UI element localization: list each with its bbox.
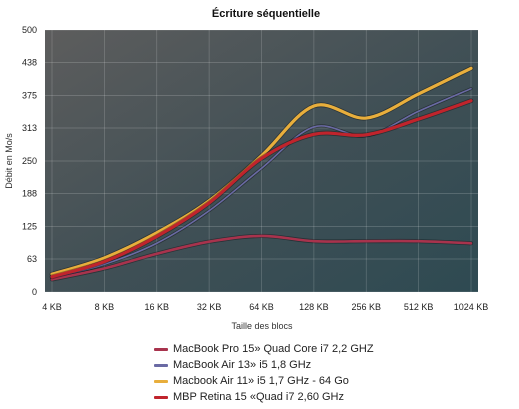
series-line — [51, 87, 472, 279]
legend-item: MBP Retina 15 «Quad i7 2,60 GHz — [154, 389, 374, 405]
legend-label: MBP Retina 15 «Quad i7 2,60 GHz — [173, 391, 345, 403]
x-tick-label: 32 KB — [197, 302, 222, 312]
x-tick-label: 16 KB — [144, 302, 169, 312]
series-lines — [49, 65, 474, 282]
legend-label: Macbook Air 11» i5 1,7 GHz - 64 Go — [173, 375, 349, 387]
legend-swatch — [154, 347, 168, 351]
y-tick-label: 188 — [22, 188, 37, 198]
y-tick-label: 500 — [22, 25, 37, 35]
chart-title: Écriture séquentielle — [212, 7, 320, 20]
x-tick-label: 4 KB — [42, 302, 62, 312]
x-tick-label: 8 KB — [95, 302, 115, 312]
legend: MacBook Pro 15» Quad Core i7 2,2 GHZ MacB… — [154, 341, 374, 405]
y-tick-label: 125 — [22, 222, 37, 232]
y-tick-label: 375 — [22, 91, 37, 101]
line-chart: Écriture séquentielle 0 63 125 188 250 313 375… — [4, 7, 488, 331]
y-tick-label: 438 — [22, 57, 37, 67]
legend-label: MacBook Air 13» i5 1,8 GHz — [173, 359, 312, 371]
x-axis-label: Taille des blocs — [231, 321, 293, 331]
legend-item: Macbook Air 11» i5 1,7 GHz - 64 Go — [154, 373, 374, 389]
y-tick-label: 63 — [27, 254, 37, 264]
legend-label: MacBook Pro 15» Quad Core i7 2,2 GHZ — [173, 343, 374, 355]
legend-item: MacBook Pro 15» Quad Core i7 2,2 GHZ — [154, 341, 374, 357]
legend-swatch — [154, 363, 168, 367]
x-axis: 4 KB 8 KB 16 KB 32 KB 64 KB 128 KB 256 KB 512 K… — [42, 302, 488, 312]
legend-swatch — [154, 395, 168, 399]
y-tick-label: 313 — [22, 123, 37, 133]
series-line — [50, 99, 473, 279]
x-tick-label: 1024 KB — [454, 302, 489, 312]
plot-area — [45, 30, 478, 292]
series-line — [50, 66, 473, 276]
grid — [45, 29, 478, 293]
y-axis-label: Débit en Mo/s — [4, 133, 14, 189]
x-tick-label: 256 KB — [351, 302, 381, 312]
y-axis: 0 63 125 188 250 313 375 438 500 — [22, 25, 37, 297]
legend-item: MacBook Air 13» i5 1,8 GHz — [154, 357, 374, 373]
y-tick-label: 250 — [22, 156, 37, 166]
y-tick-label: 0 — [32, 287, 37, 297]
x-tick-label: 512 KB — [404, 302, 434, 312]
x-tick-label: 64 KB — [249, 302, 274, 312]
series-line — [50, 234, 473, 281]
x-tick-label: 128 KB — [299, 302, 329, 312]
legend-swatch — [154, 379, 168, 383]
